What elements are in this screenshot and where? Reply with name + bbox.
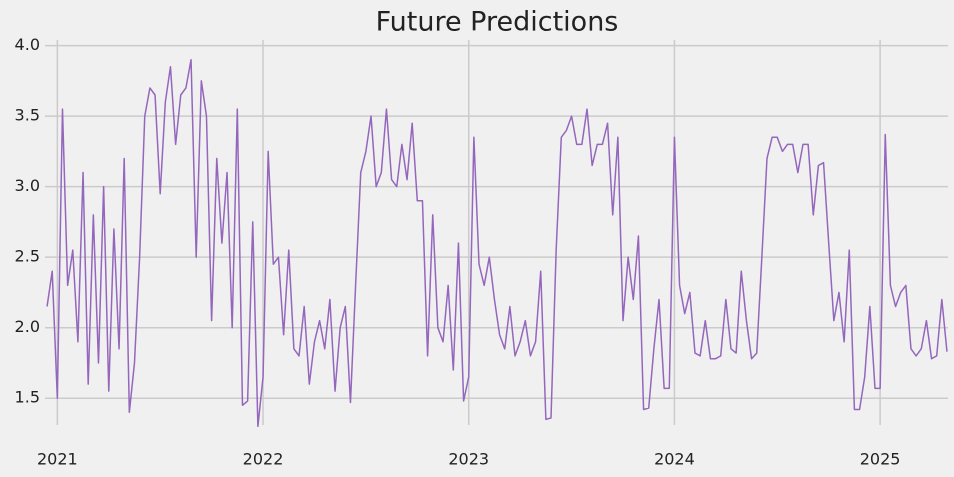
x-tick-label: 2023 — [448, 450, 489, 469]
y-tick-label: 3.0 — [15, 176, 40, 195]
y-tick-label: 4.0 — [15, 35, 40, 54]
x-tick-label: 2025 — [860, 450, 901, 469]
chart-title: Future Predictions — [376, 7, 619, 38]
y-tick-label: 1.5 — [15, 388, 40, 407]
y-tick-label: 2.5 — [15, 247, 40, 266]
y-tick-label: 3.5 — [15, 106, 40, 125]
x-tick-label: 2022 — [243, 450, 284, 469]
x-tick-label: 2024 — [654, 450, 695, 469]
y-tick-label: 2.0 — [15, 317, 40, 336]
x-tick-label: 2021 — [37, 450, 78, 469]
prediction-line — [46, 58, 948, 428]
